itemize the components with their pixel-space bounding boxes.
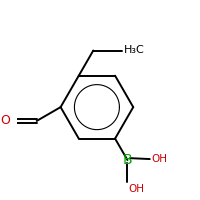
Text: H₃C: H₃C bbox=[123, 45, 144, 55]
Text: OH: OH bbox=[128, 184, 144, 194]
Text: B: B bbox=[123, 153, 132, 167]
Text: OH: OH bbox=[151, 154, 167, 164]
Text: O: O bbox=[0, 114, 10, 127]
